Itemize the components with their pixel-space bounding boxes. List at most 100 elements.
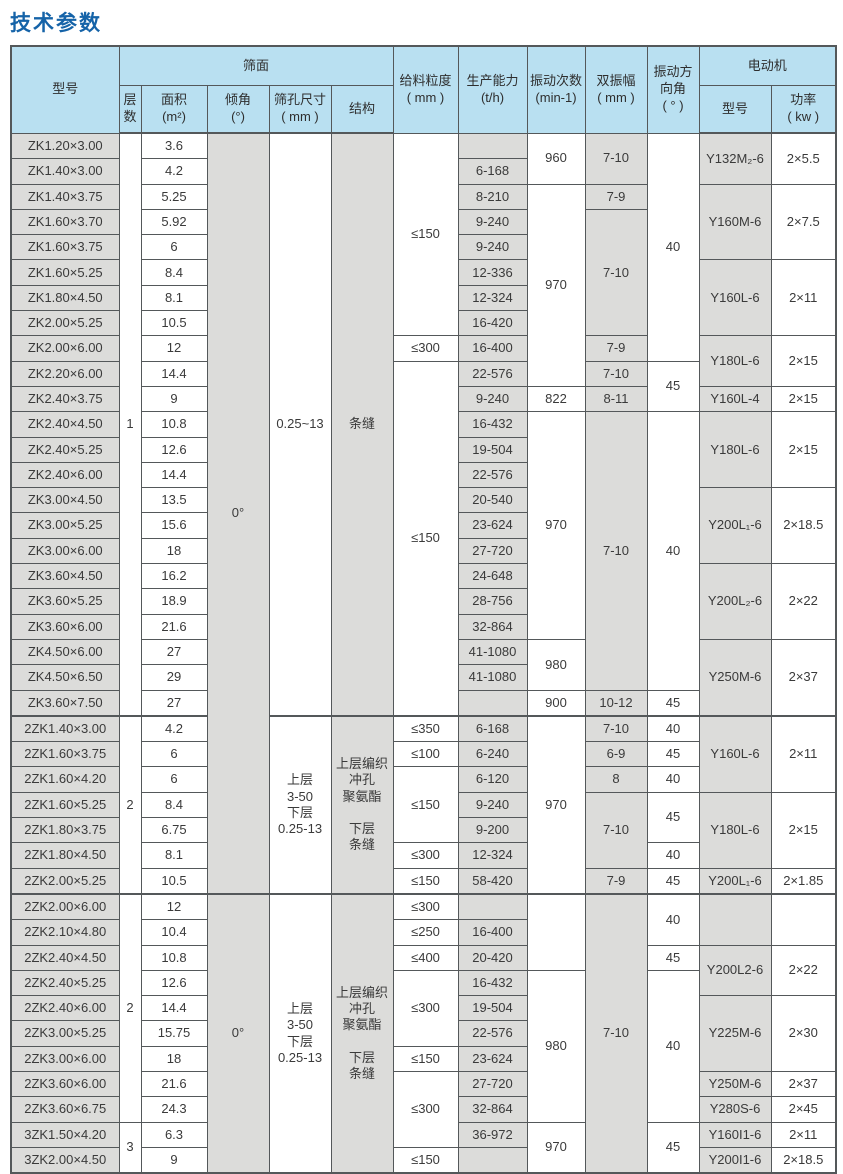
cell-area: 18 <box>140 537 208 565</box>
cell-area: 29 <box>140 664 208 691</box>
cell-capacity: 16-432 <box>457 969 528 997</box>
cell-motor_power: 2×1.85 <box>770 867 837 895</box>
cell-capacity: 12-324 <box>457 842 528 869</box>
cell-model: ZK3.60×7.50 <box>10 689 120 717</box>
cell-motor_power: 2×15 <box>770 791 837 869</box>
table-row: 2ZK1.60×5.25 8.4 9-240 7-10 45 Y180L-6 2×15 <box>10 791 837 869</box>
cell-layers: 2 <box>118 714 142 895</box>
cell-motor_power: 2×5.5 <box>770 132 837 185</box>
cell-direction_angle: 45 <box>646 689 700 717</box>
cell-capacity: 6-240 <box>457 741 528 768</box>
cell-model: 2ZK1.80×4.50 <box>10 842 120 869</box>
cell-frequency: 970 <box>526 183 586 387</box>
table-row: ZK3.60×4.50 16.2 24-648 Y200L₂-6 2×22 <box>10 563 837 640</box>
cell-motor_power: 2×11 <box>770 259 837 337</box>
cell-feed_size: ≤150 <box>392 766 459 844</box>
table-row: ZK1.60×5.25 8.4 12-336 Y160L-6 2×11 <box>10 259 837 337</box>
cell-model: ZK1.40×3.00 <box>10 158 120 185</box>
cell-direction_angle: 40 <box>646 766 700 793</box>
cell-area: 4.2 <box>140 714 208 743</box>
table-row: 2ZK2.40×4.50 10.8 ≤400 20-420 45 Y200L2-6 2×22 <box>10 944 837 997</box>
cell-area: 14.4 <box>140 995 208 1022</box>
cell-capacity: 9-200 <box>457 817 528 844</box>
cell-capacity: 19-504 <box>457 995 528 1022</box>
cell-structure: 条缝 <box>330 132 394 717</box>
cell-direction_angle: 40 <box>646 411 700 691</box>
cell-layers: 3 <box>118 1121 142 1174</box>
cell-capacity <box>457 689 528 717</box>
col-header-area: 面积 (m²) <box>140 85 208 134</box>
cell-capacity: 22-576 <box>457 1020 528 1047</box>
cell-model: 2ZK1.60×4.20 <box>10 766 120 793</box>
cell-motor_model: Y160I1-6 <box>698 1121 772 1148</box>
cell-model: ZK3.00×6.00 <box>10 537 120 565</box>
cell-feed_size: ≤300 <box>392 842 459 869</box>
table-row: ZK1.60×3.70 5.92 9-240 7-10 <box>10 208 836 337</box>
cell-area: 4.2 <box>140 158 208 185</box>
table-row: ZK3.00×4.50 13.5 20-540 Y200L₁-6 2×18.5 <box>10 487 837 565</box>
cell-motor_power: 2×22 <box>770 563 837 640</box>
cell-model: ZK1.40×3.75 <box>10 183 120 210</box>
cell-model: ZK2.40×4.50 <box>10 411 120 438</box>
table-row: 2ZK2.40×5.25 12.6 ≤300 16-432 980 40 <box>10 969 836 1123</box>
cell-area: 8.1 <box>140 842 208 869</box>
cell-frequency: 822 <box>526 385 586 413</box>
cell-model: ZK2.00×6.00 <box>10 335 120 362</box>
cell-capacity <box>457 892 528 921</box>
table-row: 2ZK2.40×6.00 14.4 19-504 Y225M-6 2×30 <box>10 995 837 1072</box>
table-row: ZK2.00×5.25 10.5 16-420 <box>10 310 836 337</box>
cell-motor_power: 2×15 <box>770 335 837 387</box>
cell-amplitude: 8-11 <box>584 385 648 413</box>
cell-capacity <box>457 132 528 160</box>
table-row: ZK4.50×6.50 29 41-1080 <box>10 664 836 691</box>
cell-area: 6 <box>140 741 208 768</box>
cell-model: ZK4.50×6.00 <box>10 638 120 666</box>
col-header-screen-group: 筛面 <box>118 45 394 86</box>
cell-capacity: 12-324 <box>457 284 528 312</box>
cell-motor_model: Y250M-6 <box>698 1070 772 1098</box>
cell-motor_model: Y200L2-6 <box>698 944 772 997</box>
cell-model: ZK1.60×3.70 <box>10 208 120 236</box>
cell-area: 14.4 <box>140 360 208 387</box>
col-header-motor-group: 电动机 <box>698 45 837 86</box>
cell-area: 6 <box>140 234 208 261</box>
cell-model: 2ZK1.60×3.75 <box>10 741 120 768</box>
cell-motor_model: Y180L-6 <box>698 791 772 869</box>
table-row: ZK3.00×5.25 15.6 23-624 <box>10 512 836 539</box>
cell-motor_power: 2×11 <box>770 1121 837 1148</box>
cell-motor_power: 2×11 <box>770 714 837 793</box>
cell-area: 10.8 <box>140 944 208 971</box>
cell-capacity: 6-168 <box>457 714 528 743</box>
cell-direction_angle: 45 <box>646 791 700 844</box>
cell-motor_model: Y250M-6 <box>698 638 772 717</box>
cell-area: 9 <box>140 385 208 413</box>
table-row: 2ZK1.80×4.50 8.1 ≤300 12-324 40 <box>10 842 836 869</box>
cell-layers: 2 <box>118 892 142 1123</box>
cell-amplitude: 8 <box>584 766 648 793</box>
cell-motor_model: Y200L₂-6 <box>698 563 772 640</box>
cell-frequency: 960 <box>526 132 586 185</box>
cell-direction_angle: 45 <box>646 1121 700 1174</box>
cell-capacity: 9-240 <box>457 234 528 261</box>
cell-area: 8.4 <box>140 259 208 286</box>
cell-model: ZK1.20×3.00 <box>10 132 120 160</box>
table-row: 2ZK1.80×3.75 6.75 9-200 <box>10 817 836 844</box>
cell-area: 8.1 <box>140 284 208 312</box>
cell-capacity: 58-420 <box>457 867 528 895</box>
col-header-frequency: 振动次数 (min-1) <box>526 45 586 134</box>
cell-capacity: 16-400 <box>457 335 528 362</box>
table-row: 2ZK1.40×3.00 2 4.2 上层 3-50 下层 0.25-13 上层编织 冲… <box>10 714 837 895</box>
cell-area: 12.6 <box>140 969 208 997</box>
cell-direction_angle: 40 <box>646 714 700 743</box>
cell-model: ZK1.60×3.75 <box>10 234 120 261</box>
col-header-aperture: 筛孔尺寸 ( mm ) <box>268 85 332 134</box>
table-row: ZK2.20×6.00 14.4 ≤150 22-576 7-10 45 <box>10 360 836 717</box>
cell-layers: 1 <box>118 132 142 717</box>
table-row: ZK2.40×3.75 9 9-240 822 8-11 Y160L-4 2×15 <box>10 385 837 413</box>
cell-area: 24.3 <box>140 1096 208 1123</box>
col-header-direction-angle: 振动方 向角 ( ° ) <box>646 45 700 134</box>
cell-amplitude: 7-10 <box>584 791 648 869</box>
table-header: 型号 筛面 给料粒度 ( mm ) 生产能力 (t/h) 振动次数 (min-1… <box>10 45 837 134</box>
cell-capacity: 16-400 <box>457 919 528 946</box>
cell-motor_power: 2×22 <box>770 944 837 997</box>
